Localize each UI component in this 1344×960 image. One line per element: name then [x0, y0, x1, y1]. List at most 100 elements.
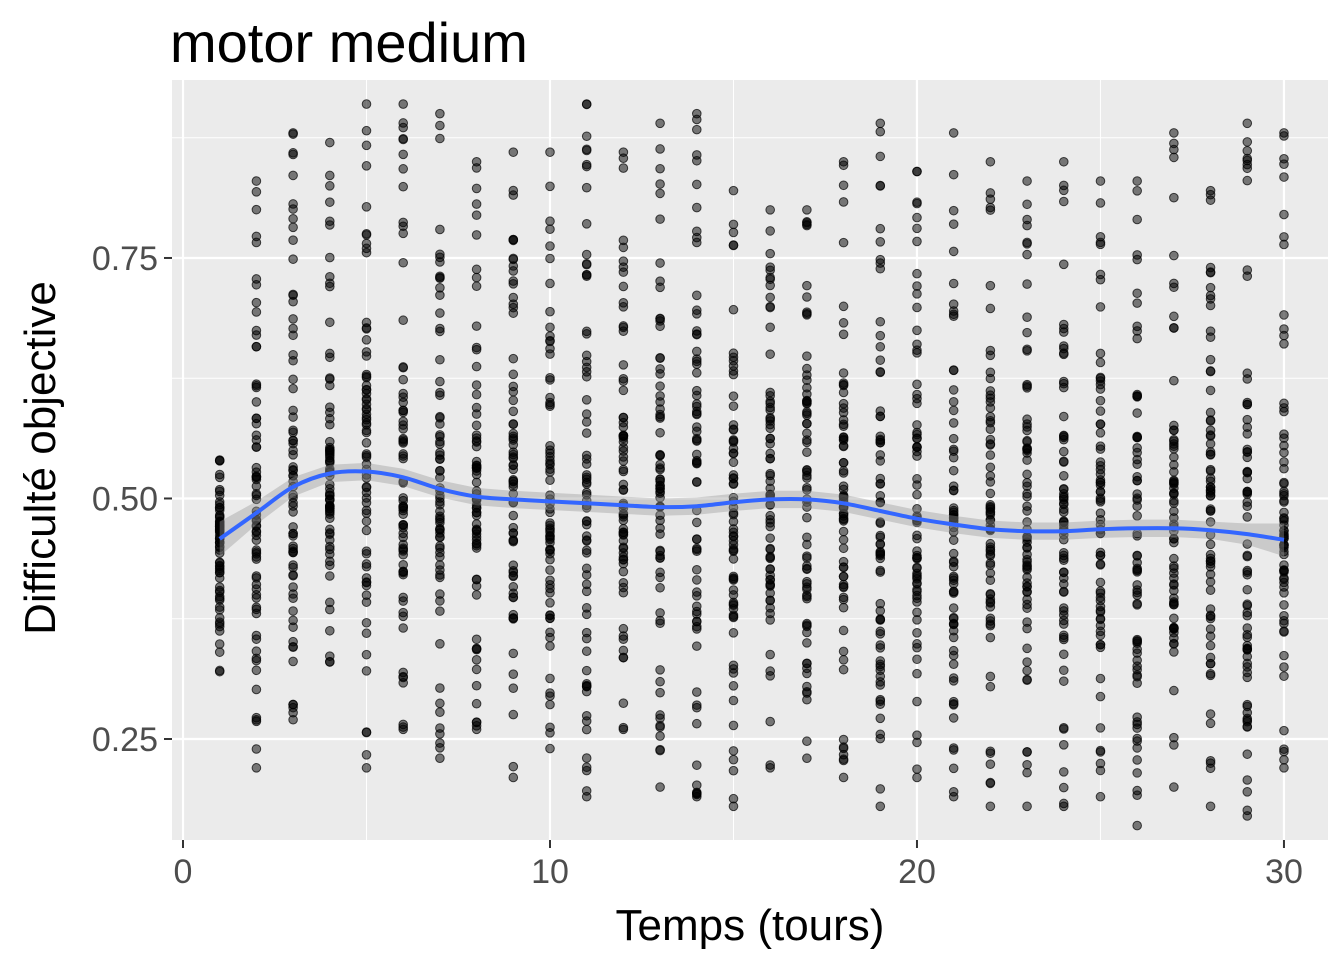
- scatter-point: [1242, 429, 1253, 439]
- scatter-point: [912, 615, 922, 625]
- scatter-point: [508, 669, 519, 679]
- scatter-point: [1095, 302, 1106, 312]
- scatter-point: [618, 652, 629, 663]
- scatter-point: [545, 224, 555, 235]
- scatter-point: [545, 475, 555, 486]
- scatter-point: [288, 254, 298, 264]
- scatter-point: [435, 589, 445, 599]
- scatter-point: [912, 579, 922, 589]
- scatter-point: [1169, 460, 1179, 470]
- scatter-point: [912, 281, 922, 291]
- scatter-point: [838, 301, 849, 312]
- scatter-point: [765, 405, 775, 415]
- scatter-point: [912, 223, 922, 234]
- scatter-point: [398, 667, 409, 678]
- scatter-point: [1205, 517, 1216, 527]
- scatter-point: [325, 556, 335, 567]
- scatter-point: [1279, 159, 1289, 169]
- scatter-point: [251, 579, 262, 590]
- scatter-point: [838, 368, 849, 378]
- scatter-point: [288, 582, 298, 592]
- scatter-point: [691, 564, 702, 575]
- scatter-point: [765, 248, 775, 259]
- scatter-point: [545, 728, 555, 738]
- scatter-point: [985, 434, 996, 445]
- scatter-point: [1058, 492, 1069, 503]
- scatter-point: [948, 205, 959, 216]
- scatter-point: [1095, 428, 1106, 438]
- scatter-point: [508, 475, 519, 485]
- scatter-point: [1132, 454, 1142, 465]
- scatter-point: [618, 558, 629, 569]
- scatter-point: [214, 560, 225, 571]
- scatter-point: [1242, 146, 1253, 156]
- scatter-point: [1132, 671, 1142, 682]
- scatter-point: [912, 480, 922, 490]
- scatter-point: [1205, 425, 1216, 436]
- scatter-point: [948, 632, 959, 643]
- scatter-point: [288, 547, 298, 558]
- scatter-point: [471, 510, 482, 521]
- scatter-point: [1022, 554, 1032, 565]
- scatter-point: [508, 460, 519, 471]
- scatter-point: [545, 699, 555, 710]
- scatter-point: [1242, 775, 1253, 785]
- scatter-point: [471, 199, 482, 209]
- scatter-point: [1095, 559, 1106, 569]
- scatter-point: [1095, 607, 1106, 617]
- scatter-point: [471, 664, 482, 675]
- scatter-point: [288, 465, 298, 476]
- scatter-point: [691, 458, 702, 469]
- scatter-point: [875, 450, 886, 460]
- scatter-point: [765, 419, 775, 430]
- scatter-point: [398, 257, 409, 268]
- scatter-point: [471, 643, 482, 654]
- y-tick-label: 0.75: [92, 240, 158, 278]
- scatter-point: [361, 437, 372, 448]
- scatter-point: [655, 276, 665, 286]
- scatter-point: [1132, 636, 1142, 647]
- scatter-point: [912, 302, 922, 313]
- scatter-point: [471, 389, 482, 400]
- scatter-point: [545, 641, 555, 651]
- scatter-point: [1279, 433, 1289, 443]
- scatter-point: [912, 533, 922, 544]
- scatter-point: [471, 409, 482, 419]
- scatter-point: [691, 305, 702, 316]
- scatter-point: [545, 253, 555, 264]
- scatter-point: [875, 126, 886, 137]
- scatter-point: [1242, 599, 1253, 610]
- scatter-point: [581, 258, 592, 269]
- scatter-point: [471, 634, 482, 645]
- scatter-point: [1169, 250, 1179, 261]
- scatter-point: [1205, 640, 1216, 651]
- scatter-point: [802, 428, 812, 439]
- scatter-point: [1132, 250, 1142, 260]
- scatter-point: [728, 240, 739, 251]
- scatter-point: [545, 588, 555, 598]
- scatter-point: [1022, 481, 1032, 492]
- scatter-point: [838, 197, 849, 207]
- scatter-point: [1205, 569, 1216, 580]
- scatter-point: [875, 180, 886, 191]
- scatter-point: [508, 266, 519, 276]
- scatter-point: [581, 428, 592, 438]
- scatter-point: [288, 656, 298, 667]
- scatter-point: [435, 570, 445, 580]
- scatter-point: [691, 385, 702, 396]
- scatter-point: [325, 528, 335, 538]
- scatter-point: [728, 695, 739, 706]
- scatter-point: [214, 469, 225, 480]
- scatter-point: [325, 220, 335, 230]
- scatter-point: [1242, 374, 1253, 384]
- scatter-point: [214, 541, 225, 552]
- scatter-point: [912, 212, 922, 223]
- scatter-point: [912, 325, 922, 336]
- scatter-point: [251, 665, 262, 676]
- scatter-point: [251, 481, 262, 492]
- scatter-point: [361, 508, 372, 519]
- scatter-point: [545, 181, 555, 192]
- scatter-point: [618, 587, 629, 598]
- scatter-point: [618, 163, 629, 173]
- scatter-point: [508, 433, 519, 444]
